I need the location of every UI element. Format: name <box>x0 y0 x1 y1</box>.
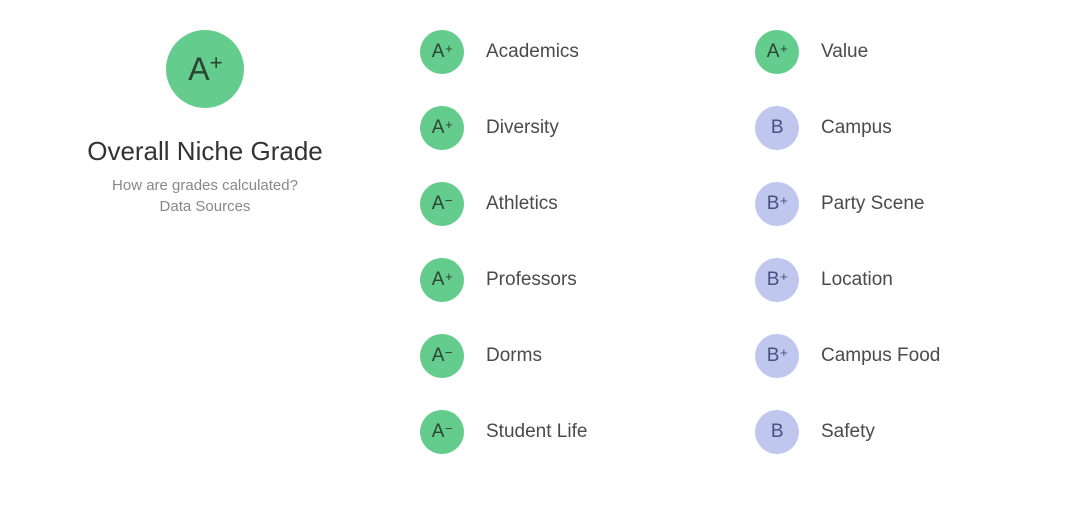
grade-label: Student Life <box>486 421 587 443</box>
grade-badge: A+ <box>420 106 464 150</box>
grade-label: Dorms <box>486 345 542 367</box>
grade-label: Professors <box>486 269 577 291</box>
overall-grade-badge: A+ <box>166 30 244 108</box>
grade-row[interactable]: B+ Party Scene <box>755 182 1030 226</box>
grade-row[interactable]: A+ Academics <box>420 30 695 74</box>
grade-column-1: A+ Value B Campus B+ Party Scene B+ Location B+ C… <box>695 30 1030 479</box>
grade-label: Academics <box>486 41 579 63</box>
link-data-sources[interactable]: Data Sources <box>160 198 251 215</box>
grade-badge: B <box>755 410 799 454</box>
grade-badge: A− <box>420 410 464 454</box>
grade-row[interactable]: A+ Professors <box>420 258 695 302</box>
overall-panel: A+ Overall Niche Grade How are grades ca… <box>50 30 360 479</box>
grade-label: Athletics <box>486 193 558 215</box>
grade-row[interactable]: A− Dorms <box>420 334 695 378</box>
grade-badge: A+ <box>420 30 464 74</box>
grade-badge: B+ <box>755 258 799 302</box>
grade-label: Campus Food <box>821 345 940 367</box>
grade-badge: A− <box>420 334 464 378</box>
grade-badge: A+ <box>755 30 799 74</box>
grade-row[interactable]: B+ Location <box>755 258 1030 302</box>
grade-row[interactable]: A− Student Life <box>420 410 695 454</box>
link-how-calculated[interactable]: How are grades calculated? <box>112 177 298 194</box>
grade-row[interactable]: A− Athletics <box>420 182 695 226</box>
grade-row[interactable]: B+ Campus Food <box>755 334 1030 378</box>
grade-badge: A+ <box>420 258 464 302</box>
grade-badge: B+ <box>755 182 799 226</box>
grade-label: Value <box>821 41 868 63</box>
grade-badge: B <box>755 106 799 150</box>
grades-container: A+ Overall Niche Grade How are grades ca… <box>0 0 1080 509</box>
grade-column-0: A+ Academics A+ Diversity A− Athletics A+ Profe… <box>360 30 695 479</box>
grade-badge: B+ <box>755 334 799 378</box>
grade-label: Location <box>821 269 893 291</box>
grade-label: Campus <box>821 117 892 139</box>
overall-title: Overall Niche Grade <box>87 136 323 167</box>
grade-row[interactable]: B Campus <box>755 106 1030 150</box>
grade-row[interactable]: A+ Value <box>755 30 1030 74</box>
grade-row[interactable]: A+ Diversity <box>420 106 695 150</box>
grade-label: Diversity <box>486 117 559 139</box>
grade-badge: A− <box>420 182 464 226</box>
grade-label: Party Scene <box>821 193 925 215</box>
grade-label: Safety <box>821 421 875 443</box>
grades-panel: A+ Academics A+ Diversity A− Athletics A+ Profe… <box>360 30 1030 479</box>
grade-row[interactable]: B Safety <box>755 410 1030 454</box>
